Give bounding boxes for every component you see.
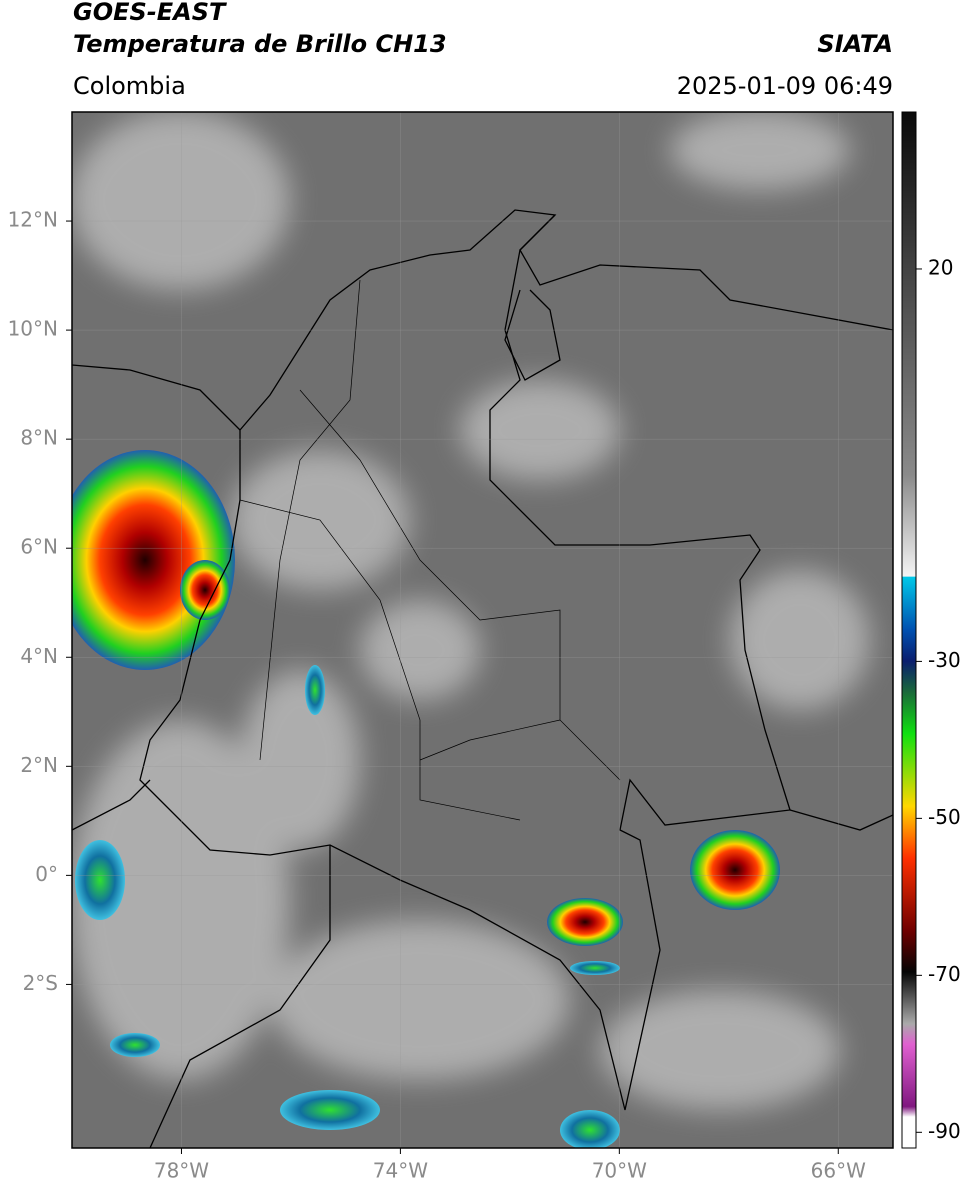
timestamp: 2025-01-09 06:49 xyxy=(677,72,893,100)
x-tick-label: 66°W xyxy=(811,1159,866,1183)
y-tick-label: 10°N xyxy=(8,317,58,341)
storm xyxy=(180,560,230,620)
colorbar-tick-label: -50 xyxy=(928,805,961,829)
subtitle: Temperatura de Brillo CH13 xyxy=(73,30,447,58)
title: GOES-EAST xyxy=(73,0,227,26)
storm xyxy=(72,450,235,670)
storm xyxy=(690,830,780,910)
colorbar xyxy=(901,111,917,1149)
grid xyxy=(72,112,893,1148)
storm xyxy=(547,898,623,946)
satellite-image xyxy=(72,112,893,1148)
colorbar-tick-label: -30 xyxy=(928,648,961,672)
region: Colombia xyxy=(73,72,186,100)
map-frame xyxy=(71,111,894,1149)
y-tick-label: 2°N xyxy=(20,753,58,777)
y-tick-label: 4°N xyxy=(20,644,58,668)
colorbar-tick-label: -70 xyxy=(928,962,961,986)
y-tick-label: 0° xyxy=(35,862,58,886)
y-tick-label: 12°N xyxy=(8,208,58,232)
y-tick-label: 2°S xyxy=(23,971,58,995)
source: SIATA xyxy=(817,30,893,58)
y-tick-label: 6°N xyxy=(20,535,58,559)
colorbar-tick-label: 20 xyxy=(928,255,953,279)
x-tick-label: 74°W xyxy=(373,1159,428,1183)
x-tick-label: 78°W xyxy=(154,1159,209,1183)
x-tick-label: 70°W xyxy=(592,1159,647,1183)
y-tick-label: 8°N xyxy=(20,426,58,450)
colorbar-tick-label: -90 xyxy=(928,1119,961,1143)
